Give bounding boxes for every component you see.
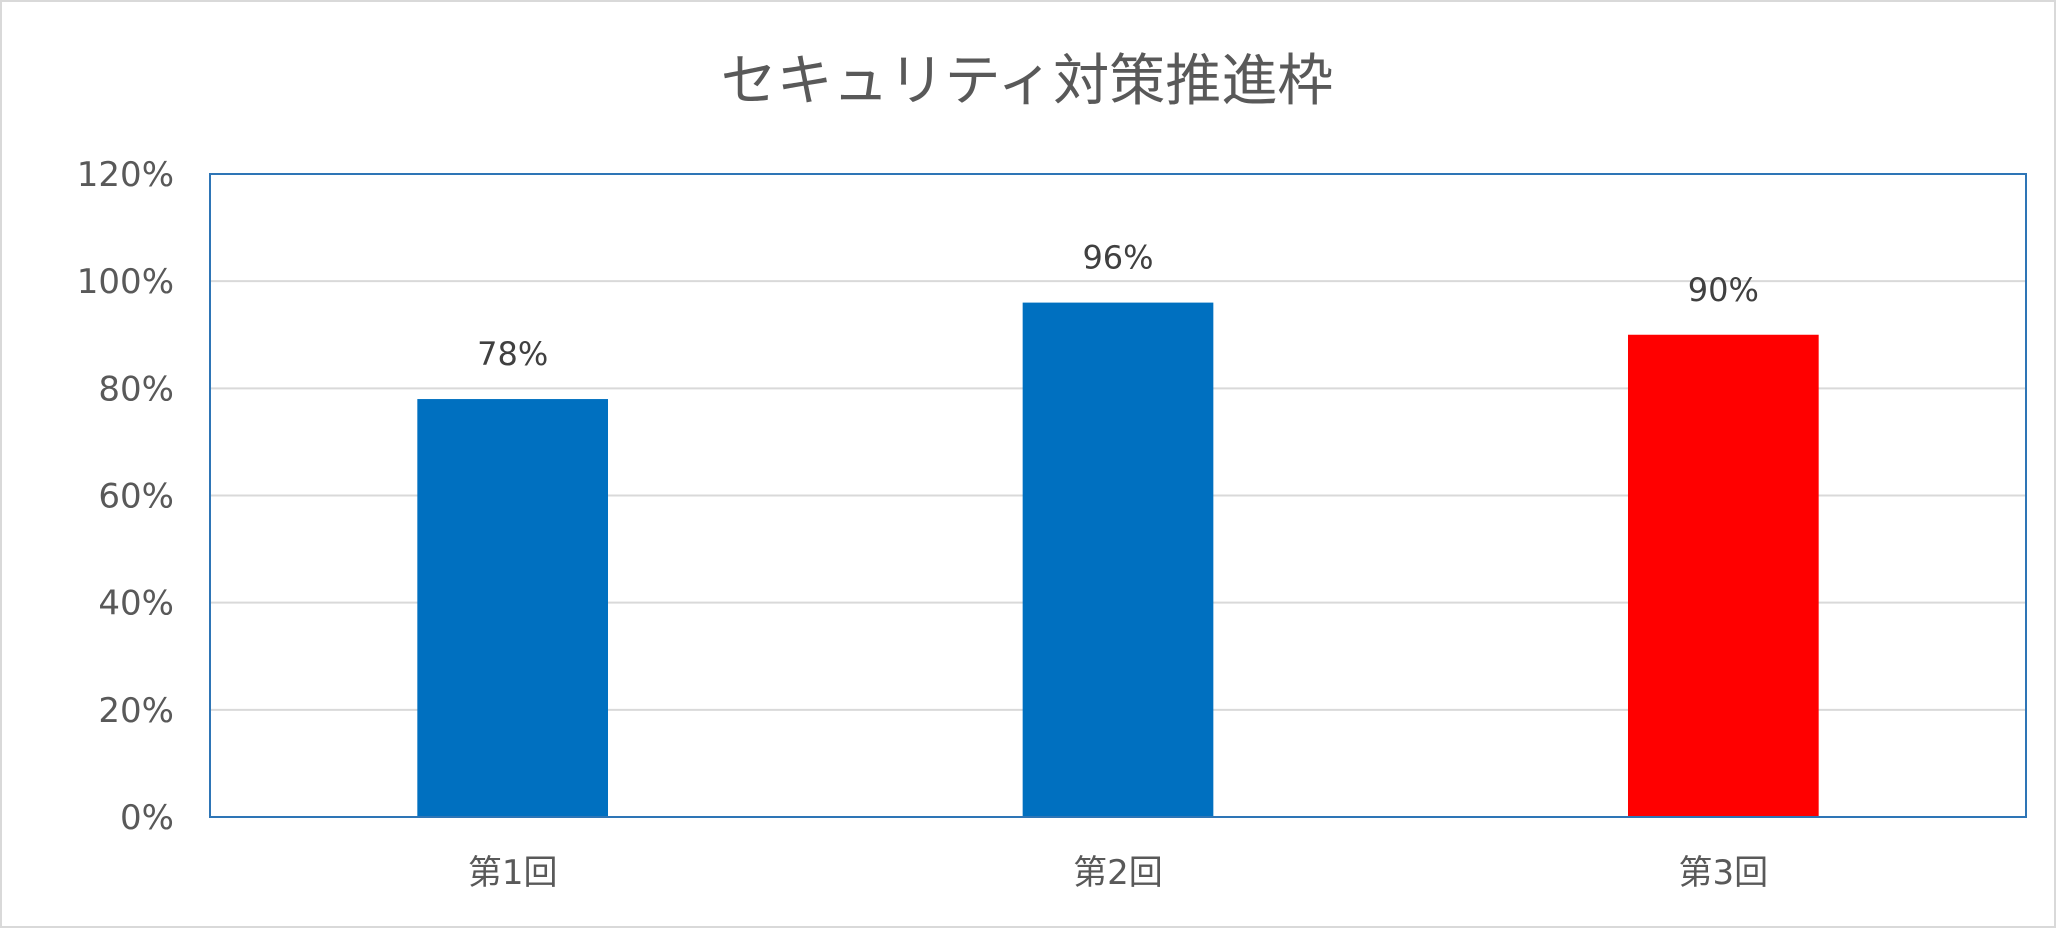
y-tick-label: 40% (98, 584, 174, 624)
x-category-label: 第2回 (1073, 853, 1163, 893)
y-tick-label: 20% (98, 691, 174, 731)
data-label: 96% (1082, 239, 1153, 277)
y-axis-ticks: 0% 20% 40% 60% 80% 100% 120% (77, 155, 174, 838)
data-label: 78% (477, 335, 548, 373)
y-tick-label: 80% (98, 369, 174, 409)
y-tick-label: 100% (77, 262, 174, 302)
x-category-label: 第1回 (468, 853, 558, 893)
y-tick-label: 60% (98, 477, 174, 517)
chart-title: セキュリティ対策推進枠 (721, 49, 1334, 114)
y-tick-label: 120% (77, 155, 174, 195)
data-labels: 78% 96% 90% (477, 239, 1759, 373)
x-category-label: 第3回 (1679, 853, 1769, 893)
y-tick-label: 0% (120, 798, 174, 838)
bar-1 (417, 399, 609, 817)
plot-area-border (209, 173, 2027, 818)
bars (417, 302, 1819, 818)
data-label: 90% (1688, 271, 1759, 309)
bar-2 (1022, 302, 1214, 818)
bar-3 (1627, 334, 1819, 817)
x-axis-categories: 第1回 第2回 第3回 (468, 853, 1768, 893)
